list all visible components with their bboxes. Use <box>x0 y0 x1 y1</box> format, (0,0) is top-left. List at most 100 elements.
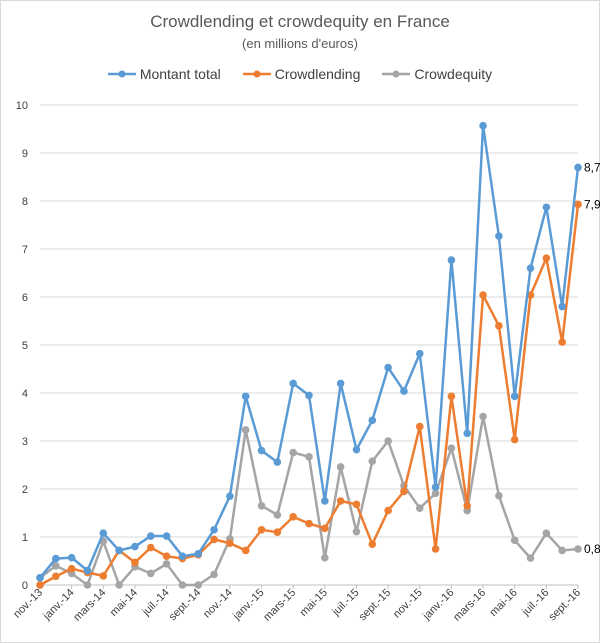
data-point-crowdlending <box>479 291 487 299</box>
data-labels: 8,7 7,9 0,8 <box>584 160 600 556</box>
data-point-crowdequity <box>526 554 535 562</box>
data-point-montant-total <box>146 532 155 540</box>
data-point-crowdlending <box>67 564 76 573</box>
data-point-crowdequity <box>447 444 456 453</box>
data-point-crowdequity <box>241 426 250 434</box>
data-point-crowdequity <box>479 412 487 421</box>
data-point-crowdequity <box>510 536 519 545</box>
data-point-crowdlending <box>99 572 108 580</box>
data-point-crowdequity <box>368 457 377 465</box>
data-point-crowdequity <box>210 570 218 579</box>
data-point-montant-total <box>162 532 171 540</box>
data-point-crowdequity <box>257 502 266 510</box>
series-line-crowdequity <box>39 415 579 587</box>
data-point-montant-total <box>36 574 44 582</box>
data-point-montant-total <box>289 379 297 388</box>
data-point-montant-total <box>479 121 487 130</box>
x-tick-label: mai-15 <box>298 587 330 619</box>
legend-marker-crowdequity <box>382 70 411 78</box>
series-montant-total <box>36 121 582 582</box>
data-point-montant-total <box>241 392 250 401</box>
data-point-montant-total <box>352 445 361 454</box>
data-point-montant-total <box>273 458 282 466</box>
series-crowdequity <box>36 412 582 589</box>
x-tick-label: nov.-13 <box>11 587 45 621</box>
data-point-crowdlending <box>463 502 472 510</box>
data-point-crowdlending <box>495 322 503 330</box>
chart-title: Crowdlending et crowdequity en France <box>150 12 450 31</box>
data-point-crowdlending <box>241 546 250 555</box>
legend-label-montant-total: Montant total <box>139 66 221 82</box>
data-point-crowdequity <box>558 546 566 555</box>
data-point-crowdequity <box>336 463 345 471</box>
gridlines <box>40 104 578 586</box>
x-tick-label: sept.-14 <box>167 587 204 624</box>
data-point-montant-total <box>115 546 123 555</box>
data-point-montant-total <box>447 256 456 264</box>
legend-marker-crowdlending <box>242 70 271 78</box>
data-point-montant-total <box>574 163 582 172</box>
data-point-crowdequity <box>431 489 440 498</box>
legend-label-crowdlending: Crowdlending <box>274 66 361 82</box>
data-point-montant-total <box>67 553 76 562</box>
data-point-montant-total <box>336 379 345 388</box>
data-label: 8,7 <box>584 160 600 174</box>
x-tick-label: mars-15 <box>261 587 298 624</box>
data-point-crowdequity <box>495 491 503 500</box>
data-point-crowdlending <box>257 526 266 534</box>
legend-label-crowdequity: Crowdequity <box>414 66 493 82</box>
x-tick-label: janv.-14 <box>40 587 76 623</box>
legend-item-crowdequity: Crowdequity <box>382 66 492 82</box>
x-tick-label: janv.-16 <box>420 587 456 623</box>
data-point-crowdlending <box>510 435 519 444</box>
data-point-crowdlending <box>352 500 361 509</box>
data-point-crowdequity <box>305 453 313 461</box>
series-line-montant-total <box>39 124 580 579</box>
data-point-crowdequity <box>321 553 329 562</box>
data-point-crowdequity <box>162 560 171 568</box>
data-point-montant-total <box>131 542 139 551</box>
data-point-crowdlending <box>447 392 456 401</box>
y-tick-label: 3 <box>22 436 28 448</box>
data-point-montant-total <box>178 552 187 560</box>
data-point-crowdequity <box>83 581 92 589</box>
data-point-crowdequity <box>115 581 123 589</box>
y-tick-label: 9 <box>22 148 28 160</box>
data-point-crowdlending <box>162 552 171 560</box>
data-point-montant-total <box>226 492 234 501</box>
data-point-montant-total <box>400 387 408 395</box>
data-point-crowdlending <box>336 497 345 505</box>
data-point-crowdlending <box>146 543 155 552</box>
data-point-montant-total <box>321 497 329 505</box>
data-point-crowdlending <box>289 513 297 521</box>
data-point-crowdlending <box>273 528 282 536</box>
data-point-crowdlending <box>542 254 551 262</box>
y-tick-label: 4 <box>22 388 28 400</box>
data-point-crowdequity <box>289 448 297 457</box>
data-point-montant-total <box>194 550 203 558</box>
x-tick-label: mars-16 <box>451 587 488 624</box>
x-tick-label: nov.-15 <box>391 587 425 621</box>
data-point-crowdequity <box>52 562 60 570</box>
legend-item-montant-total: Montant total <box>107 66 221 82</box>
data-point-crowdequity <box>146 569 155 578</box>
chart-legend: Montant total Crowdlending Crowdequity <box>0 66 600 82</box>
data-label: 0,8 <box>584 542 600 556</box>
data-point-crowdequity <box>352 527 361 536</box>
data-point-crowdlending <box>400 487 408 496</box>
data-point-crowdequity <box>194 581 203 589</box>
legend-item-crowdlending: Crowdlending <box>242 66 361 82</box>
data-point-crowdlending <box>210 535 218 544</box>
data-point-crowdlending <box>52 572 60 581</box>
data-point-montant-total <box>384 363 392 372</box>
data-point-montant-total <box>305 391 313 400</box>
data-point-montant-total <box>368 416 377 425</box>
data-point-montant-total <box>52 554 60 563</box>
data-point-montant-total <box>542 203 551 212</box>
data-point-crowdlending <box>131 558 139 567</box>
data-point-montant-total <box>431 483 440 491</box>
chart-subtitle: (en millions d'euros) <box>242 36 358 51</box>
data-point-montant-total <box>257 446 266 455</box>
data-point-montant-total <box>526 264 535 273</box>
